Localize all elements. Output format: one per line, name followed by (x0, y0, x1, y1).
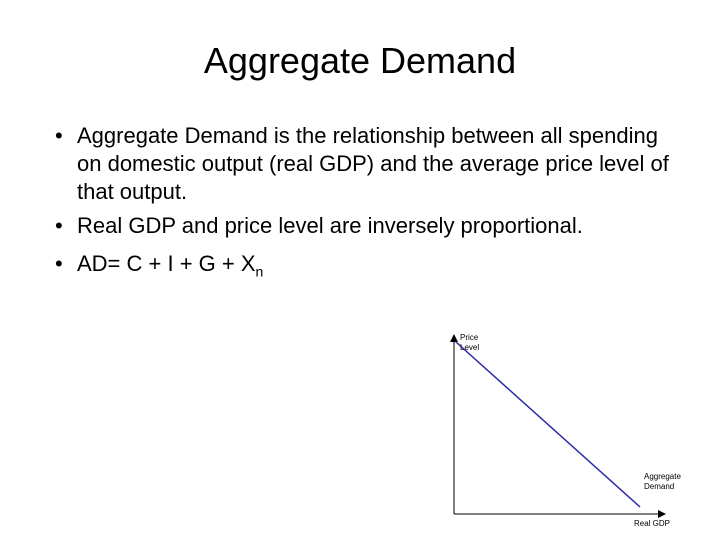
bullet-marker: • (55, 122, 77, 150)
svg-text:Real GDP: Real GDP (634, 519, 670, 528)
bullet-text-1: Aggregate Demand is the relationship bet… (77, 122, 670, 206)
svg-text:Aggregate: Aggregate (644, 472, 681, 481)
bullet-marker: • (55, 212, 77, 240)
formula-subscript: n (256, 263, 264, 279)
bullet-item-2: • Real GDP and price level are inversely… (55, 212, 670, 240)
aggregate-demand-chart: PriceLevel Real GDP AggregateDemand (450, 332, 710, 532)
chart-svg: PriceLevel Real GDP AggregateDemand (450, 332, 710, 532)
svg-text:Level: Level (460, 343, 479, 352)
svg-text:Demand: Demand (644, 482, 674, 491)
bullet-marker: • (55, 250, 77, 278)
formula-prefix: AD= C + I + G + X (77, 251, 256, 276)
bullet-text-3: AD= C + I + G + Xn (77, 250, 263, 285)
bullet-list: • Aggregate Demand is the relationship b… (0, 122, 720, 285)
bullet-item-3: • AD= C + I + G + Xn (55, 250, 670, 285)
slide-title: Aggregate Demand (0, 0, 720, 122)
svg-text:Price: Price (460, 333, 479, 342)
bullet-text-2: Real GDP and price level are inversely p… (77, 212, 583, 240)
bullet-item-1: • Aggregate Demand is the relationship b… (55, 122, 670, 206)
